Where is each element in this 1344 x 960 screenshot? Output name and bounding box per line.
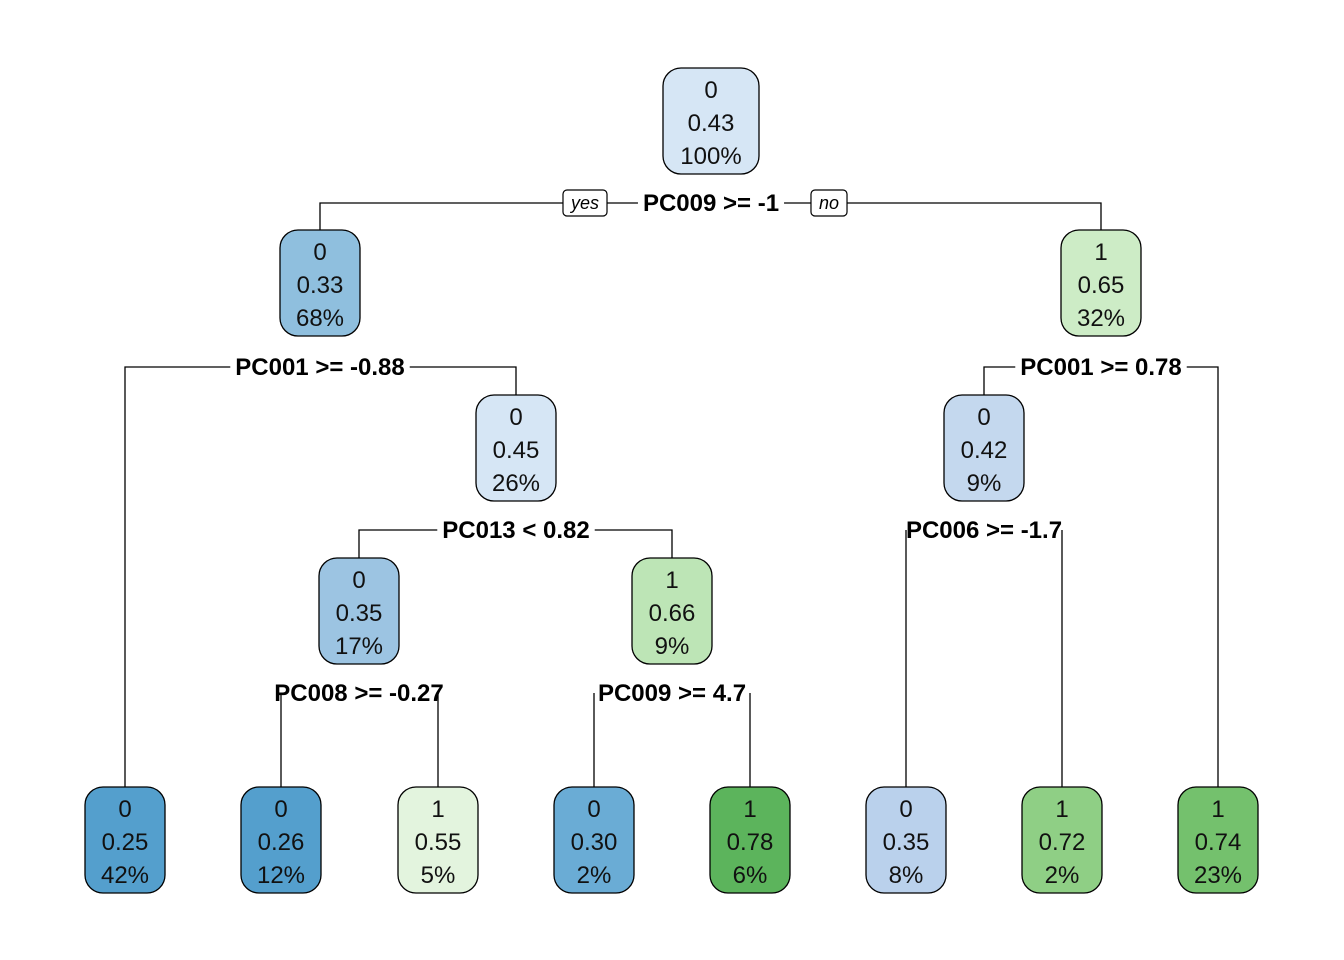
node-probability: 0.26 <box>258 829 305 856</box>
node-box <box>662 67 760 175</box>
tree-node-n1: 0 0.43 100% <box>662 67 760 175</box>
node-class: 0 <box>587 796 600 823</box>
tree-edges <box>124 202 1219 787</box>
node-box <box>279 229 361 337</box>
node-percentage: 42% <box>101 862 149 889</box>
node-class: 1 <box>431 796 444 823</box>
node-box <box>631 557 713 665</box>
node-percentage: 5% <box>421 862 456 889</box>
node-class: 1 <box>665 567 678 594</box>
node-percentage: 9% <box>967 470 1002 497</box>
node-class: 1 <box>1055 796 1068 823</box>
split-label-s5: PC013 < 0.82 <box>442 517 589 544</box>
node-class: 1 <box>743 796 756 823</box>
node-box <box>1177 786 1259 894</box>
node-box <box>240 786 322 894</box>
node-box <box>709 786 791 894</box>
node-box <box>1021 786 1103 894</box>
edge-line <box>1186 366 1219 787</box>
tree-node-n7: 1 0.74 23% <box>1177 786 1259 894</box>
tree-node-n21: 1 0.55 5% <box>397 786 479 894</box>
tree-node-n22: 0 0.30 2% <box>553 786 635 894</box>
edge-line <box>358 529 438 558</box>
node-class: 0 <box>704 77 717 104</box>
node-class: 0 <box>977 404 990 431</box>
node-percentage: 2% <box>1045 862 1080 889</box>
branch-yes-label-box <box>562 189 608 217</box>
tree-nodes: 0 0.43 100% 0 0.33 68% 1 0.65 32% 0 0.45 26% 0 0.42 9%… <box>84 67 1259 894</box>
tree-node-n5: 0 0.45 26% <box>475 394 557 502</box>
node-box <box>1060 229 1142 337</box>
node-class: 0 <box>509 404 522 431</box>
branch-no-label-box <box>810 189 848 217</box>
node-percentage: 100% <box>680 143 741 170</box>
tree-node-n20: 0 0.26 12% <box>240 786 322 894</box>
branch-yes-label: yes <box>569 193 599 213</box>
node-box <box>318 557 400 665</box>
node-percentage: 26% <box>492 470 540 497</box>
node-probability: 0.33 <box>297 272 344 299</box>
node-class: 0 <box>274 796 287 823</box>
split-label-s11: PC009 >= 4.7 <box>598 680 746 707</box>
edge-line <box>594 529 673 558</box>
branch-no-label: no <box>819 193 839 213</box>
node-class: 0 <box>899 796 912 823</box>
node-percentage: 6% <box>733 862 768 889</box>
node-probability: 0.25 <box>102 829 149 856</box>
node-probability: 0.72 <box>1039 829 1086 856</box>
branch-tags: yes no <box>562 189 848 217</box>
node-class: 1 <box>1211 796 1224 823</box>
tree-node-n10: 0 0.35 17% <box>318 557 400 665</box>
node-probability: 0.35 <box>883 829 930 856</box>
node-probability: 0.66 <box>649 600 696 627</box>
tree-node-n6: 0 0.42 9% <box>943 394 1025 502</box>
node-percentage: 17% <box>335 633 383 660</box>
node-box <box>397 786 479 894</box>
node-probability: 0.43 <box>688 110 735 137</box>
node-probability: 0.35 <box>336 600 383 627</box>
tree-node-n11: 1 0.66 9% <box>631 557 713 665</box>
node-probability: 0.42 <box>961 437 1008 464</box>
edge-line <box>983 366 1016 395</box>
split-label-s3: PC001 >= 0.78 <box>1020 354 1181 381</box>
tree-node-n2: 0 0.33 68% <box>279 229 361 337</box>
split-labels: PC009 >= -1 PC001 >= -0.88 PC001 >= 0.78 PC… <box>235 190 1181 707</box>
edge-line <box>784 202 1102 230</box>
node-box <box>943 394 1025 502</box>
node-class: 1 <box>1094 239 1107 266</box>
node-box <box>865 786 947 894</box>
split-label-s6: PC006 >= -1.7 <box>906 517 1062 544</box>
node-percentage: 2% <box>577 862 612 889</box>
node-percentage: 8% <box>889 862 924 889</box>
edge-line <box>319 202 638 230</box>
node-probability: 0.55 <box>415 829 462 856</box>
node-box <box>475 394 557 502</box>
node-percentage: 9% <box>655 633 690 660</box>
edge-line <box>409 366 517 395</box>
tree-node-n12: 0 0.35 8% <box>865 786 947 894</box>
node-percentage: 12% <box>257 862 305 889</box>
split-label-s2: PC001 >= -0.88 <box>235 354 404 381</box>
tree-node-n4: 0 0.25 42% <box>84 786 166 894</box>
node-probability: 0.65 <box>1078 272 1125 299</box>
split-label-s10: PC008 >= -0.27 <box>274 680 443 707</box>
tree-node-n13: 1 0.72 2% <box>1021 786 1103 894</box>
node-percentage: 32% <box>1077 305 1125 332</box>
edge-line <box>124 366 231 787</box>
node-probability: 0.74 <box>1195 829 1242 856</box>
node-probability: 0.30 <box>571 829 618 856</box>
node-box <box>84 786 166 894</box>
split-label-s1: PC009 >= -1 <box>643 190 779 217</box>
node-percentage: 68% <box>296 305 344 332</box>
node-percentage: 23% <box>1194 862 1242 889</box>
node-probability: 0.45 <box>493 437 540 464</box>
tree-node-n3: 1 0.65 32% <box>1060 229 1142 337</box>
node-class: 0 <box>352 567 365 594</box>
node-class: 0 <box>118 796 131 823</box>
node-probability: 0.78 <box>727 829 774 856</box>
tree-node-n23: 1 0.78 6% <box>709 786 791 894</box>
node-class: 0 <box>313 239 326 266</box>
node-box <box>553 786 635 894</box>
